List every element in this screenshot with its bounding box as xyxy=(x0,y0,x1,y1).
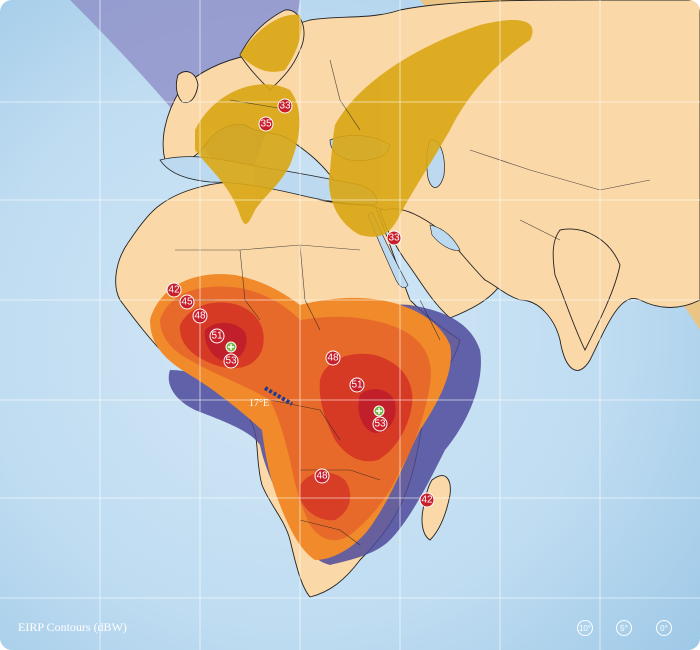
svg-text:33: 33 xyxy=(388,233,400,244)
svg-text:33: 33 xyxy=(279,101,291,112)
red-core-contour-south xyxy=(300,472,351,521)
svg-text:35: 35 xyxy=(260,119,272,130)
contour-badge: 35 xyxy=(258,116,274,132)
elevation-mark-10: 10° xyxy=(577,620,593,636)
beam-center-west-icon xyxy=(225,341,237,353)
beam-center-east-icon xyxy=(373,405,385,417)
svg-text:51: 51 xyxy=(211,331,223,342)
contour-badge: 33 xyxy=(386,230,402,246)
svg-text:48: 48 xyxy=(316,471,328,482)
map-title: EIRP Contours (dBW) xyxy=(18,620,127,634)
svg-text:45: 45 xyxy=(181,297,193,308)
svg-text:48: 48 xyxy=(327,353,339,364)
contour-badge: 51 xyxy=(349,377,365,393)
contour-badge: 42 xyxy=(419,492,435,508)
contour-badge: 48 xyxy=(325,350,341,366)
contour-badge: 48 xyxy=(314,468,330,484)
uk-land xyxy=(175,71,199,104)
svg-text:48: 48 xyxy=(194,311,206,322)
europe-beam xyxy=(195,14,533,237)
satellite-marker: 17°E xyxy=(249,386,294,409)
contour-badge: 48 xyxy=(192,308,208,324)
persian-gulf xyxy=(429,224,461,251)
svg-text:53: 53 xyxy=(225,356,237,367)
svg-text:51: 51 xyxy=(351,380,363,391)
svg-text:53: 53 xyxy=(374,419,386,430)
india-land xyxy=(552,228,621,352)
contour-badge: 53 xyxy=(372,416,388,432)
contour-badges: 33 35 33 42 45 48 51 53 48 51 53 48 42 xyxy=(166,98,435,508)
contour-badge: 42 xyxy=(166,282,182,298)
satellite-label: 17°E xyxy=(249,398,269,409)
contour-badge: 45 xyxy=(179,294,195,310)
contour-badge: 33 xyxy=(277,98,293,114)
contour-badge: 51 xyxy=(209,328,225,344)
contour-badge: 53 xyxy=(223,353,239,369)
elevation-mark-5: 5° xyxy=(616,620,632,636)
svg-text:42: 42 xyxy=(168,285,180,296)
svg-text:42: 42 xyxy=(421,495,433,506)
elevation-mark-0: 0° xyxy=(656,620,672,636)
